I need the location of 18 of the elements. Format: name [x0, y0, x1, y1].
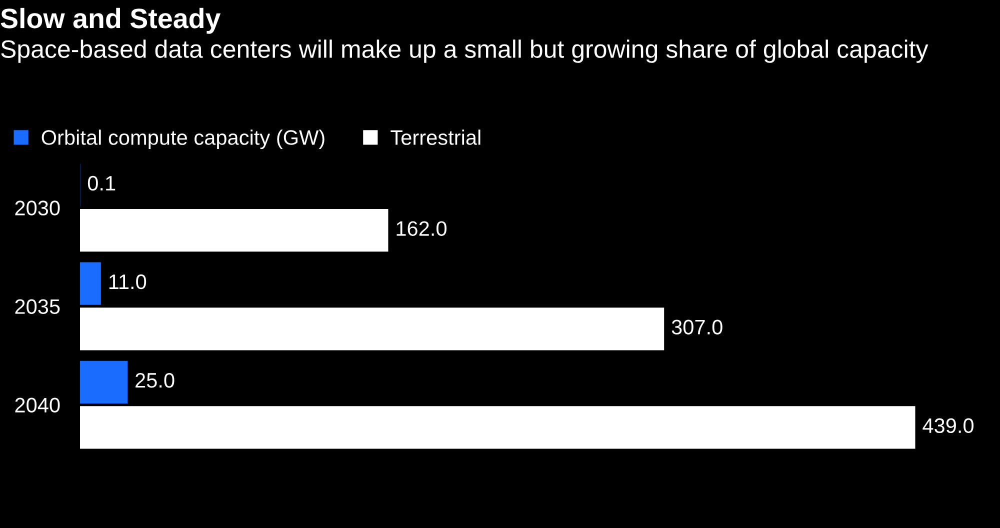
data-label: 25.0 [136, 372, 174, 388]
y-tick-label: 2035 [15, 299, 60, 314]
bar [80, 406, 916, 449]
legend-label: Orbital compute capacity (GW) [42, 130, 324, 150]
data-label: 11.0 [109, 274, 146, 290]
chart-title: Slow and Steady [0, 8, 221, 34]
bar [80, 262, 101, 305]
bar [80, 360, 128, 404]
data-label: 439.0 [922, 418, 974, 434]
y-tick-label: 2040 [15, 398, 60, 413]
bar [80, 308, 664, 350]
bar [80, 209, 388, 252]
data-label: 307.0 [672, 320, 722, 334]
chart-subtitle: Space-based data centers will make up a small but growing share of global capacity [1, 40, 928, 63]
y-tick-label: 2030 [15, 200, 60, 216]
data-label: 0.1 [88, 176, 116, 191]
legend-label: Terrestrial [390, 130, 480, 145]
data-label: 162.0 [396, 221, 446, 236]
